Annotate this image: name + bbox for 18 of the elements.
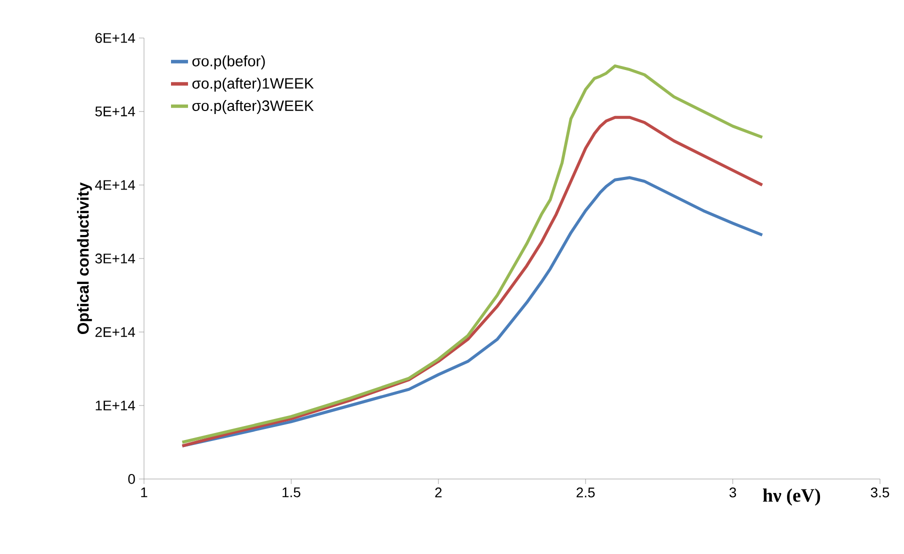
x-tick-label: 1.5: [282, 488, 300, 498]
y-axis-title: Optical conductivity: [77, 182, 92, 334]
y-tick-label: 1E+14: [96, 400, 136, 410]
x-tick-label: 2.5: [576, 488, 595, 498]
y-tick-label: 4E+14: [95, 180, 136, 190]
y-tick-label: 2E+14: [95, 327, 136, 337]
y-tick-label: 0: [128, 474, 135, 484]
x-tick-label: 3.5: [870, 488, 890, 498]
y-tick-label: 3E+14: [95, 254, 136, 264]
legend-label: σo.p(after)1WEEK: [192, 78, 314, 92]
x-tick-label: 1: [141, 488, 148, 498]
y-tick-label: 6E+14: [95, 33, 136, 43]
y-tick-label: 5E+14: [95, 106, 136, 116]
x-axis-title: hν (eV): [762, 488, 820, 506]
x-tick-label: 3: [729, 488, 736, 498]
legend-label: σo.p(after)3WEEK: [192, 100, 314, 114]
legend-label: σo.p(befor): [192, 55, 265, 70]
x-tick-label: 2: [435, 488, 442, 498]
